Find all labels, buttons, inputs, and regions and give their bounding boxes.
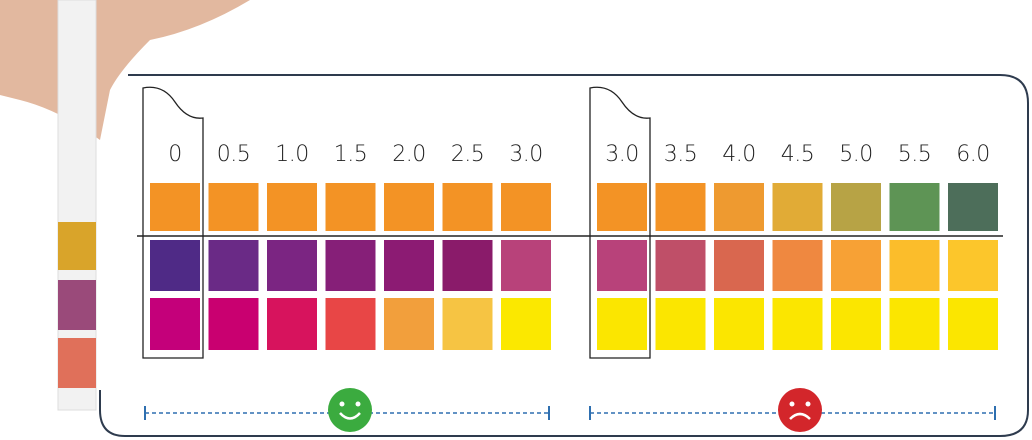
color-swatch [150,183,200,231]
bad-range [590,388,995,432]
color-swatch [150,240,200,291]
color-swatch [150,298,200,350]
color-swatch [384,298,434,350]
color-swatch [443,240,493,291]
strip-pad [58,222,96,270]
color-swatch [714,298,764,350]
color-swatch [890,298,940,350]
color-swatch [773,183,823,231]
color-swatch [501,240,551,291]
color-swatch [597,183,647,231]
color-swatch [267,183,317,231]
ph-chart: 0 0.5 1.0 1.5 2.0 2.5 3.0 3.0 3.5 4.0 4.5 5.0 5.5 6.0 [0,0,1032,440]
ph-label: 4.5 [781,142,815,167]
color-swatch [656,298,706,350]
color-swatch [831,183,881,231]
color-swatch [831,298,881,350]
ph-label: 1.5 [334,142,368,167]
color-swatch [948,240,998,291]
color-swatch [326,298,376,350]
color-swatch [656,240,706,291]
ph-label: 3.0 [509,142,543,167]
color-swatch [384,183,434,231]
color-swatch [948,183,998,231]
color-swatch [597,298,647,350]
strip-pad [58,280,96,330]
ph-label: 3.5 [664,142,698,167]
color-swatch [267,298,317,350]
color-swatch [948,298,998,350]
color-swatch [326,240,376,291]
color-swatch [831,240,881,291]
color-swatch [384,240,434,291]
color-swatch [209,298,259,350]
color-swatch [326,183,376,231]
ph-label: 4.0 [722,142,756,167]
color-swatch [443,298,493,350]
ph-label: 3.0 [605,142,639,167]
color-swatch [501,298,551,350]
color-swatch [656,183,706,231]
ph-label: 2.0 [392,142,426,167]
color-swatch [209,183,259,231]
color-swatch [267,240,317,291]
color-swatch [714,240,764,291]
ph-label: 1.0 [275,142,309,167]
color-swatch [773,298,823,350]
color-swatch [597,240,647,291]
color-swatch [443,183,493,231]
color-swatch [501,183,551,231]
finger [0,0,250,140]
color-swatch [209,240,259,291]
ph-label: 0 [168,142,182,167]
color-swatch [890,240,940,291]
ph-label: 5.5 [898,142,932,167]
ph-label: 0.5 [217,142,251,167]
color-swatch [714,183,764,231]
color-swatch [773,240,823,291]
strip-pad [58,338,96,388]
color-swatch [890,183,940,231]
ph-label: 5.0 [839,142,873,167]
ph-label: 2.5 [451,142,485,167]
ph-label: 6.0 [956,142,990,167]
good-range [145,388,549,432]
